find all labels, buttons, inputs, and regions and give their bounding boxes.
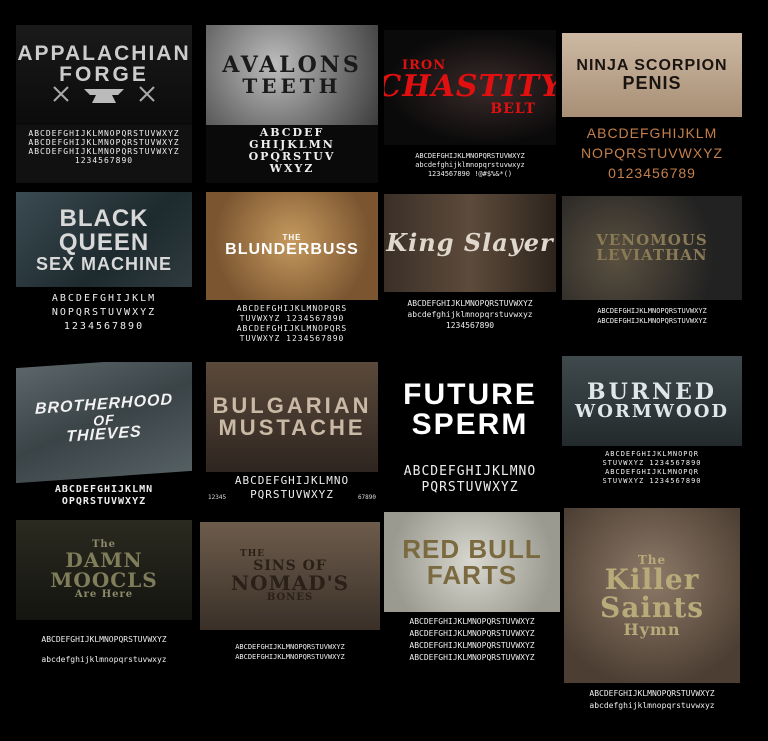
font-title-small: The (282, 233, 302, 242)
font-alphabet: ABCDEFGHIJKLMNO PQRSTUVWXYZ (234, 474, 350, 501)
font-title-line2: Teeth (242, 74, 342, 98)
font-title-line3: Thieves (66, 422, 142, 446)
font-alphabet: ABCDEF GHIJKLMN OPQRSTUV WXYZ (248, 126, 336, 175)
font-title: Bulgarian (212, 393, 372, 418)
font-title: Red Bull (402, 534, 542, 564)
anvil-icon (53, 86, 155, 103)
font-tile-future-sperm: Future Sperm ABCDEFGHIJKLMNO PQRSTUVWXYZ (384, 360, 556, 510)
font-title: Burned (586, 379, 718, 405)
font-title-line2: Saints (599, 590, 705, 624)
font-tile-appalachian-forge: Appalachian Forge ABCDEFGHIJKLMNOPQRSTUV… (16, 25, 192, 183)
font-title-line2: Leviathan (596, 246, 708, 264)
font-alphabet: ABCDEFGHIJKLMNOPQRSTUVWXYZ abcdefghijklm… (415, 152, 525, 178)
font-title-line2: Wormwood (575, 401, 729, 422)
font-title-line2: Penis (622, 73, 682, 93)
font-title-line2: Nomad's (230, 570, 350, 595)
font-tile-brotherhood-of-thieves: Brotherhood of Thieves ABCDEFGHIJKLMN OP… (16, 362, 192, 517)
font-title-line2: Forge (59, 63, 149, 86)
font-tile-damn-moocls: The Damn Moocls Are Here ABCDEFGHIJKLMNO… (16, 520, 192, 682)
font-alphabet: ABCDEFGHIJKLMNOPQRSTUVWXYZ ABCDEFGHIJKLM… (597, 307, 707, 325)
digits-right: 67890 (357, 494, 376, 501)
font-title-line2: Chastity (384, 69, 556, 104)
font-title: Ninja Scorpion (576, 57, 728, 74)
font-alphabet: ABCDEFGHIJKLMNOPQR STUVWXYZ 1234567890 A… (602, 450, 702, 485)
font-title-line2: Sex Machine (35, 253, 172, 274)
font-alphabet: ABCDEFGHIJKLMNOPQRSTUVWXYZ abcdefghijklm… (41, 635, 167, 664)
font-title-line3: Bones (266, 591, 314, 603)
font-alphabet: ABCDEFGHIJKLMNOPQRSTUVWXYZ abcdefghijklm… (407, 299, 533, 330)
font-tile-black-queen: Black Queen Sex Machine ABCDEFGHIJKLM NO… (16, 192, 192, 352)
font-title: Damn Moocls (50, 548, 158, 592)
font-alphabet: ABCDEFGHIJKLMN OPQRSTUVWXYZ (54, 484, 154, 507)
font-alphabet: ABCDEFGHIJKLM NOPQRSTUVWXYZ 0123456789 (580, 125, 724, 181)
font-title-line3: Are Here (74, 589, 134, 600)
font-alphabet: ABCDEFGHIJKLM NOPQRSTUVWXYZ 1234567890 (51, 293, 157, 332)
font-title-small: The (637, 552, 667, 567)
font-title-line2: Farts (426, 560, 518, 590)
font-alphabet: ABCDEFGHIJKLMNOPQRSTUVWXYZ ABCDEFGHIJKLM… (409, 617, 535, 662)
font-title-line2: Mustache (218, 415, 366, 440)
font-alphabet: ABCDEFGHIJKLMNO PQRSTUVWXYZ (403, 464, 537, 495)
font-tile-burned-wormwood: Burned Wormwood ABCDEFGHIJKLMNOPQR STUVW… (562, 356, 742, 496)
font-tile-avalons-teeth: Avalons Teeth ABCDEF GHIJKLMN OPQRSTUV W… (206, 25, 378, 183)
font-tile-red-bull-farts: Red Bull Farts ABCDEFGHIJKLMNOPQRSTUVWXY… (384, 512, 560, 670)
font-tile-iron-chastity-belt: Iron Chastity Belt ABCDEFGHIJKLMNOPQRSTU… (384, 30, 556, 190)
font-title: Iron (402, 58, 447, 73)
font-title: Future (403, 378, 537, 411)
font-title: King Slayer (386, 228, 554, 257)
font-title: Avalons (222, 52, 362, 78)
font-tile-venomous-leviathan: Venomous Leviathan ABCDEFGHIJKLMNOPQRSTU… (562, 196, 742, 356)
font-tile-killer-saints-hymn: The Killer Saints Hymn ABCDEFGHIJKLMNOPQ… (564, 508, 740, 720)
font-alphabet: ABCDEFGHIJKLMNOPQRS TUVWXYZ 1234567890 A… (236, 304, 348, 343)
font-title: Sins of (253, 557, 327, 574)
font-title-line2: Sperm (411, 408, 529, 441)
font-title-small: The (240, 548, 266, 559)
font-title-line3: Hymn (623, 619, 681, 639)
font-tile-bulgarian-mustache: Bulgarian Mustache ABCDEFGHIJKLMNO PQRST… (206, 362, 378, 512)
font-title-line3: Belt (490, 101, 536, 117)
font-title: Blunderbuss (225, 241, 359, 258)
font-tile-ninja-scorpion: Ninja Scorpion Penis ABCDEFGHIJKLM NOPQR… (562, 33, 742, 193)
font-tile-sins-of-nomads-bones: The Sins of Nomad's Bones ABCDEFGHIJKLMN… (200, 522, 380, 672)
digits-left: 12345 (208, 494, 227, 501)
font-alphabet: ABCDEFGHIJKLMNOPQRSTUVWXYZ abcdefghijklm… (589, 689, 715, 710)
font-tile-blunderbuss: The Blunderbuss ABCDEFGHIJKLMNOPQRS TUVW… (206, 192, 378, 352)
font-title-small: The (91, 539, 117, 550)
font-title: Venomous (596, 231, 708, 249)
font-title: Appalachian (17, 42, 191, 65)
font-alphabet: ABCDEFGHIJKLMNOPQRSTUVWXYZ ABCDEFGHIJKLM… (28, 129, 180, 165)
font-alphabet: ABCDEFGHIJKLMNOPQRSTUVWXYZ ABCDEFGHIJKLM… (235, 643, 345, 661)
font-tile-king-slayer: King Slayer ABCDEFGHIJKLMNOPQRSTUVWXYZ a… (384, 194, 556, 354)
font-title: Black Queen (58, 204, 150, 256)
font-title: Killer (604, 562, 700, 596)
